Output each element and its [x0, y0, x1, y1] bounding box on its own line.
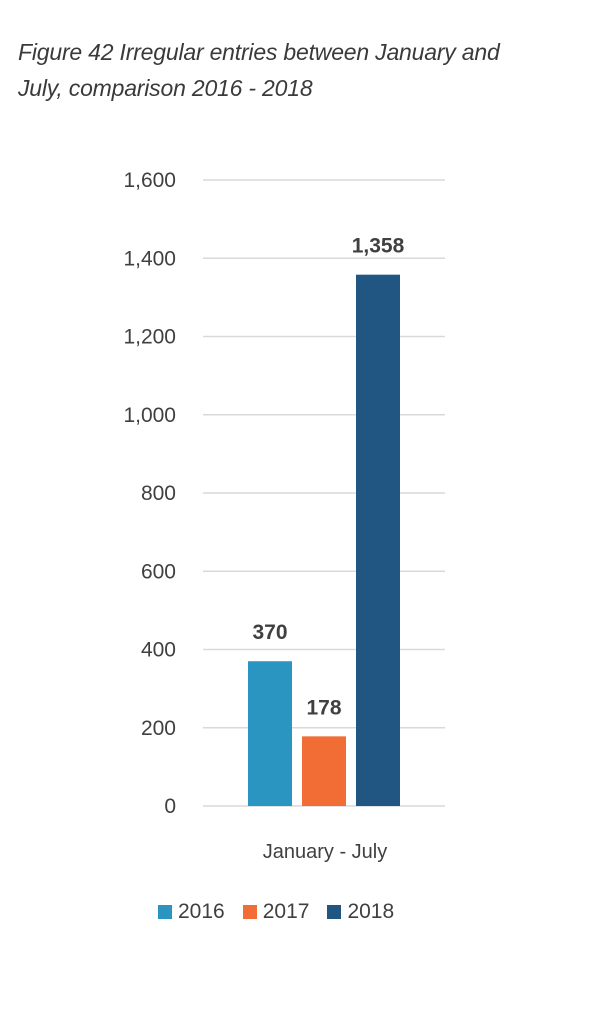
y-tick-label-1200: 1,200: [123, 326, 176, 349]
bar-chart: 0 200 400 600 800 1,000 1,200 1,400 1,600 370 178…: [123, 169, 445, 863]
chart-title-line-2: July, comparison 2016 - 2018: [18, 75, 313, 101]
y-tick-label-200: 200: [141, 717, 176, 740]
y-tick-label-1600: 1,600: [123, 169, 176, 192]
bar-2017: [302, 736, 346, 806]
legend-swatch-2017: [242, 905, 257, 919]
chart-title-line-1: Figure 42 Irregular entries between Janu…: [18, 39, 500, 65]
y-tick-label-1400: 1,400: [123, 247, 176, 270]
legend: 2016 2017 2018: [158, 900, 394, 924]
legend-swatch-2016: [158, 905, 172, 919]
data-label-2017: 178: [306, 696, 341, 719]
x-axis-category-labels: January - July: [263, 841, 388, 863]
y-axis-tick-labels: 0 200 400 600 800 1,000 1,200 1,400 1,600: [123, 169, 176, 818]
y-tick-label-400: 400: [141, 639, 176, 662]
gridlines: [203, 179, 445, 807]
legend-item-2018: 2018: [327, 900, 394, 924]
data-label-2018: 1,358: [352, 235, 405, 258]
y-tick-label-600: 600: [141, 560, 176, 583]
legend-swatch-2018: [327, 905, 342, 919]
data-label-2016: 370: [252, 621, 287, 644]
chart-title: Figure 42 Irregular entries between Janu…: [18, 34, 558, 106]
legend-item-2016: 2016: [158, 900, 225, 924]
y-tick-label-1000: 1,000: [123, 404, 176, 427]
bar-2018: [356, 274, 400, 806]
legend-label-2018: 2018: [347, 900, 395, 923]
data-labels: 370 178 1,358: [252, 235, 404, 720]
y-tick-label-800: 800: [141, 482, 176, 505]
x-category-label-0: January - July: [263, 841, 388, 863]
legend-label-2016: 2016: [178, 900, 225, 923]
y-tick-label-0: 0: [164, 795, 176, 818]
legend-item-2017: 2017: [242, 900, 310, 924]
bar-2016: [248, 661, 292, 806]
legend-label-2017: 2017: [262, 900, 310, 923]
bars: [248, 274, 400, 806]
